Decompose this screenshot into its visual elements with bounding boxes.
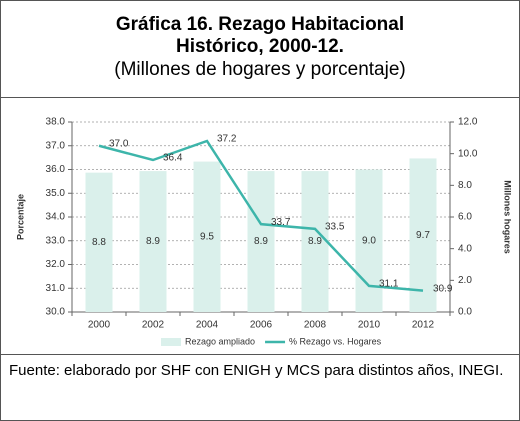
point-label: 37.2 — [217, 134, 237, 145]
y-tick-label: 37.0 — [46, 140, 66, 151]
line — [98, 139, 424, 292]
bar — [409, 158, 437, 312]
bar-label: 8.9 — [308, 236, 322, 247]
point-label: 30.9 — [433, 283, 453, 294]
legend-label: % Rezago vs. Hogares — [289, 336, 382, 346]
bar — [355, 169, 383, 312]
bar-label: 9.7 — [416, 230, 430, 241]
source-note: Fuente: elaborado por SHF con ENIGH y MC… — [9, 362, 504, 379]
bar — [85, 172, 113, 312]
y-tick-label: 36.0 — [46, 164, 66, 175]
bar — [247, 171, 275, 312]
y-tick-label: 32.0 — [46, 259, 66, 270]
point-label: 33.5 — [325, 222, 345, 233]
x-tick-label: 2006 — [250, 320, 273, 331]
y-tick-label: 30.0 — [46, 307, 66, 318]
chart-title: Gráfica 16. Rezago Habitacional — [115, 14, 405, 35]
x-tick-label: 2004 — [196, 320, 219, 331]
chart-title: Histórico, 2000-12. — [176, 36, 344, 57]
y-tick-label: 34.0 — [46, 212, 66, 223]
y2-tick-label: 2.0 — [458, 275, 472, 286]
x-tick-label: 2008 — [304, 320, 327, 331]
point-label: 36.4 — [163, 153, 183, 164]
y-tick-label: 38.0 — [46, 117, 66, 128]
y-tick-label: 33.0 — [46, 235, 66, 246]
x-tick-label: 2000 — [88, 320, 111, 331]
y2-tick-label: 4.0 — [458, 243, 472, 254]
footer: Fuente: elaborado por SHF con ENIGH y MC… — [1, 354, 519, 420]
chart-subtitle: (Millones de hogares y porcentaje) — [114, 59, 406, 80]
y2-tick-label: 12.0 — [458, 117, 478, 128]
y2-tick-label: 6.0 — [458, 212, 472, 223]
y-tick-label: 31.0 — [46, 283, 66, 294]
legend-swatch — [161, 338, 181, 346]
bar-label: 9.5 — [200, 231, 214, 242]
x-tick-label: 2010 — [358, 320, 381, 331]
point-label: 37.0 — [109, 138, 129, 149]
y-axis-title: Porcentaje — [15, 194, 25, 240]
bar-label: 9.0 — [362, 235, 376, 246]
bar — [301, 171, 329, 312]
y2-tick-label: 0.0 — [458, 307, 472, 318]
point-label: 33.7 — [271, 217, 291, 228]
bar-label: 8.8 — [92, 237, 106, 248]
bar-label: 8.9 — [146, 236, 160, 247]
y2-tick-label: 10.0 — [458, 148, 478, 159]
point-label: 31.1 — [379, 279, 399, 290]
legend-label: Rezago ampliado — [185, 336, 255, 346]
y2-tick-label: 8.0 — [458, 180, 472, 191]
x-tick-label: 2002 — [142, 320, 165, 331]
y-tick-label: 35.0 — [46, 188, 66, 199]
header: Gráfica 16. Rezago Habitacional Históric… — [1, 1, 519, 98]
x-tick-label: 2012 — [412, 320, 435, 331]
chart: 30.0 31.0 32.0 33.0 34.0 35.0 36.0 37.0 38.0 0.0 2… — [15, 117, 513, 347]
bar — [139, 171, 167, 312]
y2-axis-title: Millones hogares — [503, 180, 513, 254]
bar — [193, 161, 221, 312]
bar-label: 8.9 — [254, 236, 268, 247]
